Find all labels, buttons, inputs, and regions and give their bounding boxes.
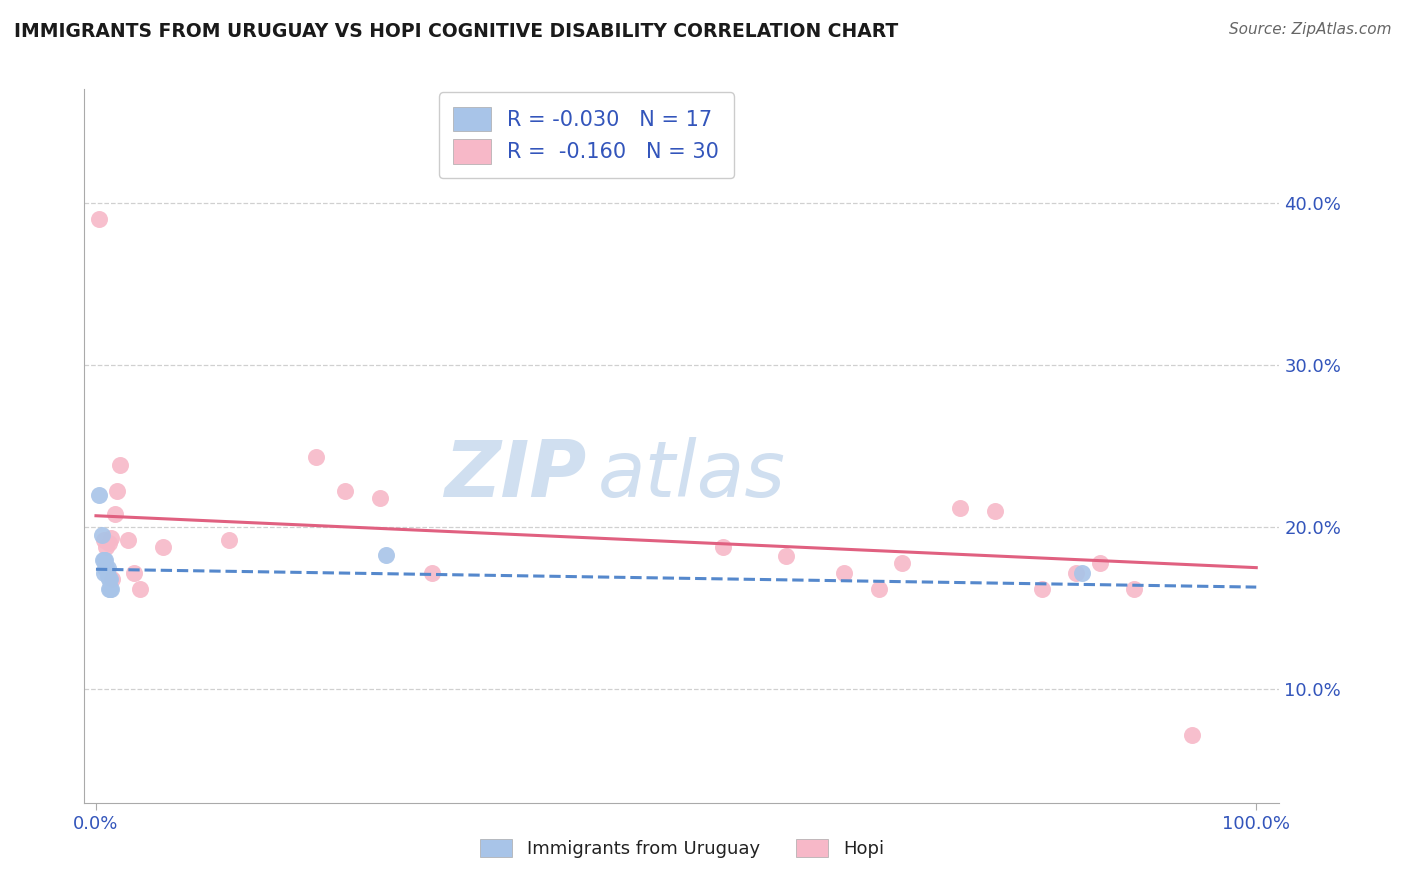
Point (96, 540, 118, 554)
Point (375, 548, 398, 562)
Point (129, 582, 152, 596)
Point (94, 552, 117, 566)
Point (93, 552, 115, 566)
Point (984, 504, 1007, 518)
Point (868, 582, 890, 596)
Point (1031, 582, 1053, 596)
Point (101, 572, 124, 586)
Point (834, 566, 856, 580)
Point (335, 484, 357, 499)
Point (98, 572, 121, 586)
Point (218, 533, 240, 547)
Point (122, 566, 145, 580)
Point (97, 582, 120, 596)
Point (97, 572, 120, 586)
Point (1123, 582, 1146, 596)
Point (93, 533, 115, 547)
Point (94, 560, 117, 574)
Point (100, 582, 122, 596)
Point (1071, 566, 1094, 580)
Point (422, 566, 444, 580)
Point (105, 484, 128, 499)
Point (1088, 556, 1111, 570)
Point (93, 566, 115, 580)
Point (949, 500, 972, 515)
Point (97, 560, 120, 574)
Legend: Immigrants from Uruguay, Hopi: Immigrants from Uruguay, Hopi (472, 831, 891, 865)
Point (305, 450, 328, 465)
Point (96, 560, 118, 574)
Point (103, 507, 125, 521)
Point (368, 491, 391, 505)
Point (1181, 728, 1204, 742)
Point (110, 458, 132, 473)
Point (98, 582, 121, 596)
Point (891, 556, 914, 570)
Point (90, 528, 112, 542)
Text: IMMIGRANTS FROM URUGUAY VS HOPI COGNITIVE DISABILITY CORRELATION CHART: IMMIGRANTS FROM URUGUAY VS HOPI COGNITIV… (14, 22, 898, 41)
Point (97, 568, 120, 582)
Text: Source: ZipAtlas.com: Source: ZipAtlas.com (1229, 22, 1392, 37)
Point (775, 549, 797, 564)
Point (91, 552, 114, 566)
Text: atlas: atlas (599, 436, 786, 513)
Point (97, 536, 120, 550)
Point (89, 488, 111, 502)
Point (711, 540, 734, 554)
Point (89, 211, 111, 226)
Text: ZIP: ZIP (444, 436, 586, 513)
Point (152, 540, 174, 554)
Point (100, 532, 122, 546)
Point (117, 533, 139, 547)
Point (1066, 566, 1088, 580)
